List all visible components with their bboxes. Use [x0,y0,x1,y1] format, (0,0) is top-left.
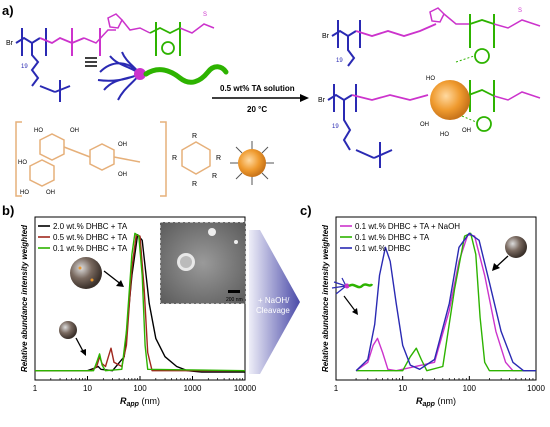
x-tick-label: 100 [463,384,477,393]
svg-text:R: R [216,155,221,162]
x-axis-label: Rapp (nm) [120,396,160,408]
x-tick-label: 10 [83,384,92,393]
svg-text:R: R [192,181,197,188]
legend-entry: 0.1 wt.% DHBC + TA [355,233,430,242]
svg-text:+ NaOH/: + NaOH/ [258,296,290,305]
series-line [356,232,536,372]
glucose-core: R R R R R [172,133,221,188]
x-tick-label: 1 [33,384,38,393]
legend-entry: 0.1 wt.% DHBC + TA [53,244,128,253]
svg-text:R: R [212,173,217,180]
series-line [35,234,245,372]
svg-text:OH: OH [118,172,127,178]
dhbc-ta-complex-structure: Br S 19 Br 19 [318,7,541,168]
svg-text:S: S [203,12,207,18]
svg-text:OH: OH [70,128,79,134]
equivalence-sign [85,57,97,67]
svg-text:HO: HO [34,128,43,134]
cleavage-arrow: + NaOH/ Cleavage [249,230,300,374]
series-line [355,232,536,372]
large-particle-b [70,257,124,289]
legend-entry: 0.1 wt.% DHBC [355,244,411,253]
y-axis-label: Relative abundance intensity weighted [20,224,29,372]
svg-text:Br: Br [6,40,14,47]
x-tick-label: 1000 [184,384,202,393]
large-particle-c [492,236,527,271]
svg-text:OH: OH [118,142,127,148]
legend-entry: 2.0 wt.% DHBC + TA [53,222,128,231]
x-tick-label: 10 [398,384,407,393]
y-axis-label: Relative abundance intensity weighted [321,224,330,372]
x-tick-label: 100 [133,384,147,393]
svg-text:Br: Br [322,33,330,40]
svg-text:19: 19 [21,64,28,70]
dhbc-cartoon [97,51,229,101]
svg-text:HO: HO [20,190,29,196]
x-tick-label: 1000 [527,384,545,393]
dhbc-structure-left: Br S 19 [6,12,215,102]
legend-entry: 0.5 wt.% DHBC + TA [53,233,128,242]
svg-text:200 nm: 200 nm [226,297,243,303]
svg-text:Cleavage: Cleavage [256,306,290,315]
svg-text:Br: Br [318,97,326,104]
svg-text:OH: OH [462,128,471,134]
ta-core-sphere: OH HO OH HO [420,76,471,138]
svg-text:R: R [192,133,197,140]
legend-entry: 0.1 wt.% DHBC + TA + NaOH [355,222,460,231]
svg-text:19: 19 [332,124,339,130]
plot-frame [335,216,537,381]
svg-text:OH: OH [420,122,429,128]
series-line [35,232,246,372]
svg-text:19: 19 [336,58,343,64]
unimer-icon-c [331,277,374,315]
chart-b: 1 10 100 1000 10000 Rapp (nm) Relative abundan… [20,216,257,408]
tannic-acid-structure: HO OH HO OH HO OH OH [15,121,167,197]
panel-a-label: a) [2,3,14,18]
svg-text:OH: OH [46,190,55,196]
series-line [355,234,536,372]
panel-c-label: c) [300,203,312,218]
small-particle-b [59,321,86,356]
svg-text:0.5 wt% TA solution: 0.5 wt% TA solution [220,84,295,93]
sem-inset: 200 nm [159,221,247,305]
svg-text:R: R [172,155,177,162]
svg-text:S: S [518,8,522,14]
svg-text:HO: HO [440,132,449,138]
reaction-arrow: 0.5 wt% TA solution 20 °C [212,84,309,114]
x-tick-label: 10000 [234,384,257,393]
svg-text:20 °C: 20 °C [247,105,267,114]
svg-text:HO: HO [426,76,435,82]
x-axis-label: Rapp (nm) [416,396,456,408]
ta-sphere-icon [230,141,274,185]
svg-text:HO: HO [18,160,27,166]
chart-c: 1 10 100 1000 Rapp (nm) Relative abundance in… [321,216,545,408]
panel-b-label: b) [2,203,14,218]
x-tick-label: 1 [334,384,339,393]
